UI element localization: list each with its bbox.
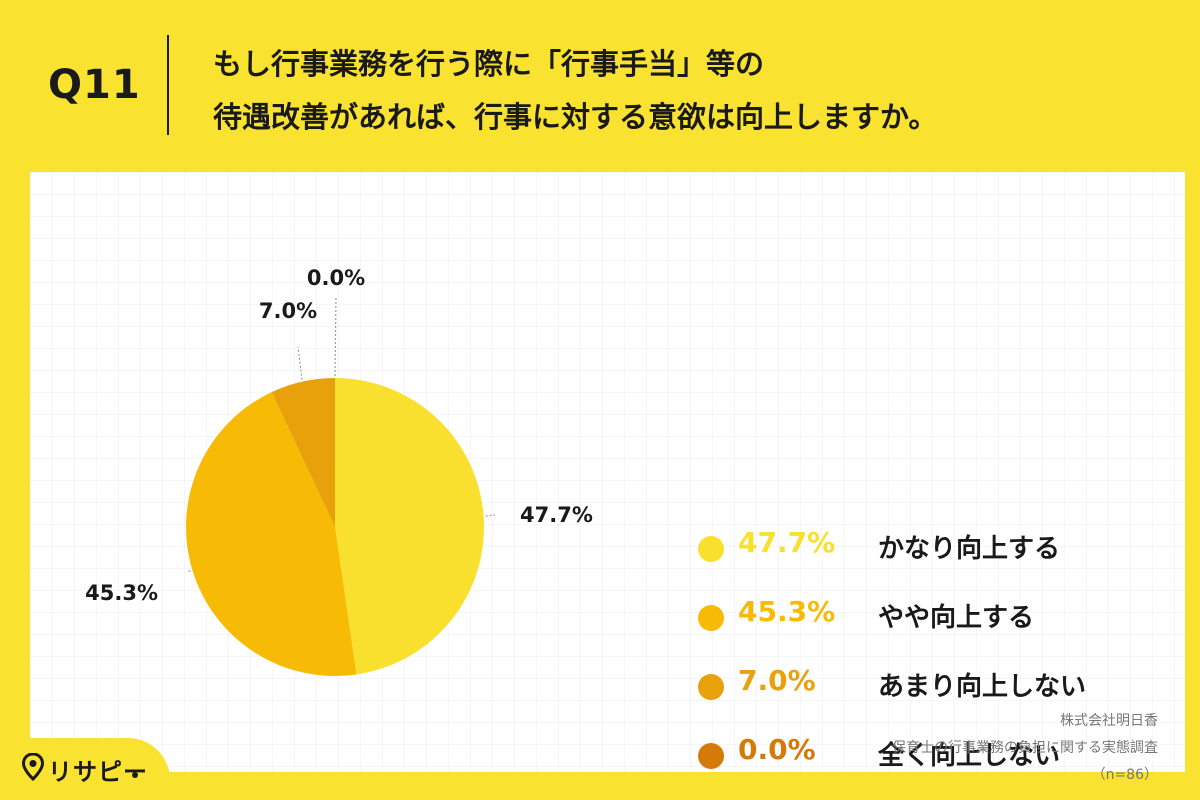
header: Q11 もし行事業務を行う際に「行事手当」等の 待遇改善があれば、行事に対する意… [0,0,1200,170]
leader-line-3 [334,296,337,377]
location-pin-icon [22,753,44,781]
legend-label: かなり向上する [878,534,1061,564]
source-sample: （n=86） [1091,767,1158,783]
question-title-line-1: もし行事業務を行う際に「行事手当」等の [213,47,765,81]
source-survey: 保育士の行事業務の負担に関する実態調査 [892,740,1158,756]
pie-slice-0 [335,378,484,675]
header-divider [167,35,169,135]
pie-label-2: 7.0% [259,299,317,323]
legend-dot-icon [698,536,724,562]
source-company: 株式会社明日香 [1060,713,1158,729]
legend-value: 45.3% [738,595,836,628]
question-title: もし行事業務を行う際に「行事手当」等の 待遇改善があれば、行事に対する意欲は向上… [213,38,1173,144]
chart-card: 47.7% 45.3% 7.0% 0.0% 47.7% かなり向上する 45.3% や… [30,172,1185,772]
legend-value: 47.7% [738,526,836,559]
question-number: Q11 [48,62,141,108]
legend-label: やや向上する [878,603,1035,633]
legend-label: あまり向上しない [878,672,1087,702]
logo-dot [132,772,138,778]
pie-label-0: 47.7% [520,503,593,527]
pie-chart: 47.7% 45.3% 7.0% 0.0% [85,266,593,676]
logo-text: リサピー [48,758,148,786]
leader-line-1 [187,569,191,573]
legend-value: 0.0% [738,733,816,766]
legend-dot-icon [698,743,724,769]
legend-label: 全く向上しない [878,741,1061,771]
pie-slice-1 [186,392,357,676]
question-title-line-2: 待遇改善があれば、行事に対する意欲は向上しますか。 [213,100,938,134]
leader-line-2 [297,346,303,380]
legend-dot-icon [698,674,724,700]
pie-slice-2 [271,378,335,527]
leader-line-0 [485,514,496,517]
legend-dot-icon [698,605,724,631]
pie-label-1: 45.3% [85,581,158,605]
pie-label-3: 0.0% [307,266,365,290]
logo-tab [0,738,170,800]
source-note: 株式会社明日香 保育士の行事業務の負担に関する実態調査 （n=86） [892,708,1158,789]
legend-value: 7.0% [738,664,816,697]
